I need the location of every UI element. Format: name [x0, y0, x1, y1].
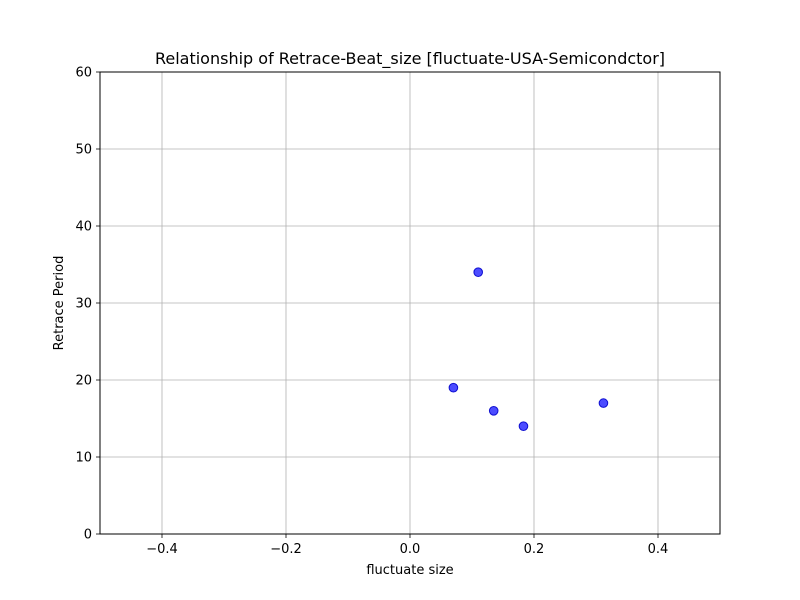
chart-title: Relationship of Retrace-Beat_size [fluct…: [155, 49, 665, 69]
data-point: [488, 406, 499, 416]
data-point: [473, 267, 484, 278]
y-axis-label: Retrace Period: [52, 256, 67, 351]
grid-layer: [100, 71, 720, 535]
y-tick-label: 50: [75, 143, 92, 158]
y-tick-label: 30: [75, 297, 92, 312]
x-tick-label: 0.4: [648, 542, 669, 557]
points-layer: [448, 267, 609, 432]
ticks-layer: −0.4 −0.2 0.0 0.2 0.4 0 10 20 30 40 50 60: [75, 66, 668, 558]
data-point: [518, 421, 529, 432]
x-tick-label: 0.0: [400, 542, 421, 557]
x-axis-label: fluctuate size: [366, 563, 453, 578]
y-tick-label: 20: [75, 374, 92, 389]
data-point: [448, 382, 459, 393]
x-tick-label: −0.4: [146, 542, 178, 557]
y-tick-label: 40: [75, 220, 92, 235]
data-point: [598, 398, 609, 408]
y-tick-label: 0: [84, 528, 92, 543]
y-tick-label: 60: [75, 66, 92, 81]
x-tick-label: −0.2: [270, 542, 302, 557]
x-tick-label: 0.2: [524, 542, 545, 557]
y-tick-label: 10: [75, 451, 92, 466]
